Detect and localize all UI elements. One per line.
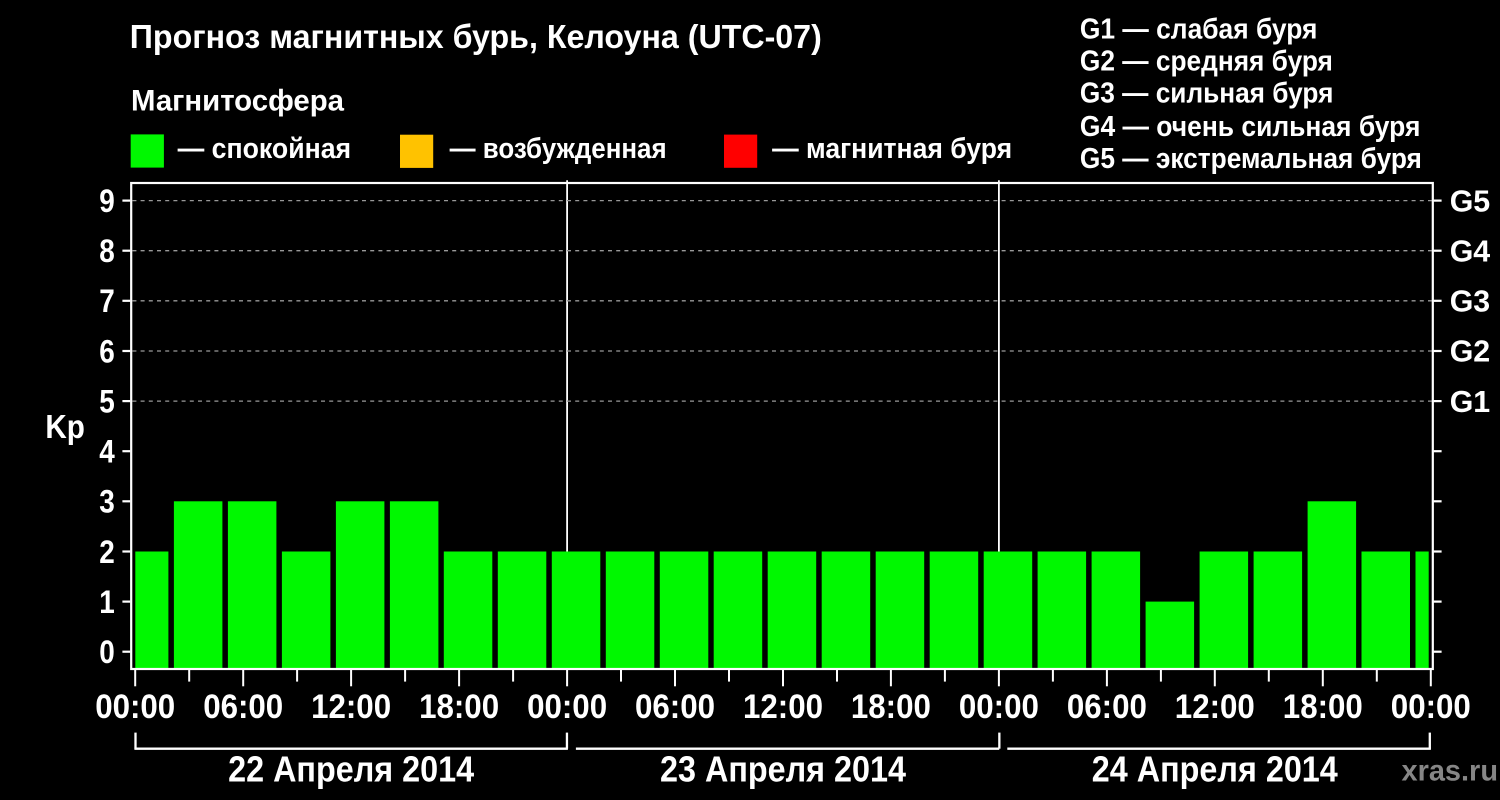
svg-text:06:00: 06:00 bbox=[635, 688, 715, 726]
svg-text:1: 1 bbox=[99, 584, 115, 620]
svg-text:G4: G4 bbox=[1450, 234, 1491, 268]
svg-text:00:00: 00:00 bbox=[527, 688, 607, 726]
svg-text:23 Апреля 2014: 23 Апреля 2014 bbox=[660, 748, 906, 789]
svg-text:7: 7 bbox=[99, 283, 115, 319]
svg-text:22 Апреля 2014: 22 Апреля 2014 bbox=[228, 748, 474, 789]
svg-text:06:00: 06:00 bbox=[1067, 688, 1147, 726]
svg-text:00:00: 00:00 bbox=[95, 688, 175, 726]
svg-text:Прогноз магнитных бурь, Келоун: Прогноз магнитных бурь, Келоуна (UTC-07) bbox=[130, 18, 822, 55]
svg-text:G3 — сильная буря: G3 — сильная буря bbox=[1080, 78, 1334, 110]
svg-text:G3: G3 bbox=[1450, 285, 1491, 319]
svg-text:G5 — экстремальная буря: G5 — экстремальная буря bbox=[1080, 143, 1422, 175]
svg-text:2: 2 bbox=[99, 534, 115, 570]
svg-text:9: 9 bbox=[99, 183, 115, 219]
svg-text:00:00: 00:00 bbox=[959, 688, 1039, 726]
svg-text:4: 4 bbox=[99, 434, 115, 470]
svg-text:G1 — слабая буря: G1 — слабая буря bbox=[1080, 13, 1318, 45]
svg-text:18:00: 18:00 bbox=[851, 688, 931, 726]
svg-text:12:00: 12:00 bbox=[311, 688, 391, 726]
svg-text:12:00: 12:00 bbox=[743, 688, 823, 726]
svg-text:18:00: 18:00 bbox=[419, 688, 499, 726]
svg-text:— магнитная буря: — магнитная буря bbox=[772, 133, 1012, 165]
svg-text:G1: G1 bbox=[1450, 385, 1491, 419]
svg-text:06:00: 06:00 bbox=[203, 688, 283, 726]
svg-text:G2 — средняя буря: G2 — средняя буря bbox=[1080, 46, 1333, 78]
svg-text:G5: G5 bbox=[1450, 184, 1491, 218]
svg-text:— спокойная: — спокойная bbox=[178, 133, 352, 165]
svg-text:Магнитосфера: Магнитосфера bbox=[131, 85, 344, 118]
svg-text:12:00: 12:00 bbox=[1175, 688, 1255, 726]
svg-text:00:00: 00:00 bbox=[1391, 688, 1471, 726]
svg-text:xras.ru: xras.ru bbox=[1402, 754, 1499, 787]
svg-text:24 Апреля 2014: 24 Апреля 2014 bbox=[1092, 748, 1338, 789]
svg-text:0: 0 bbox=[99, 634, 115, 670]
svg-text:6: 6 bbox=[99, 333, 115, 369]
svg-text:8: 8 bbox=[99, 233, 115, 269]
svg-text:— возбужденная: — возбужденная bbox=[450, 133, 667, 165]
svg-text:Kp: Kp bbox=[45, 408, 85, 445]
svg-text:18:00: 18:00 bbox=[1283, 688, 1363, 726]
svg-text:G4 — очень сильная буря: G4 — очень сильная буря bbox=[1080, 111, 1421, 143]
svg-text:5: 5 bbox=[99, 383, 115, 419]
svg-text:G2: G2 bbox=[1450, 335, 1491, 369]
svg-text:3: 3 bbox=[99, 484, 115, 520]
